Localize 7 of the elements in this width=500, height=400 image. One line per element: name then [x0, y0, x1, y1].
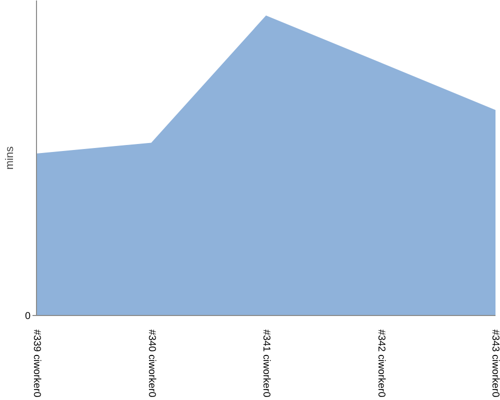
x-tick-label: #342 ciworker0 [375, 330, 386, 398]
y-axis-title: mins [4, 146, 16, 170]
x-tick-label: #339 ciworker0 [31, 330, 42, 398]
x-tick-label: #341 ciworker0 [260, 330, 272, 398]
x-tick-label: #343 ciworker0 [490, 330, 500, 398]
x-tick-label: #340 ciworker0 [146, 330, 157, 398]
text: 0 [24, 311, 31, 322]
